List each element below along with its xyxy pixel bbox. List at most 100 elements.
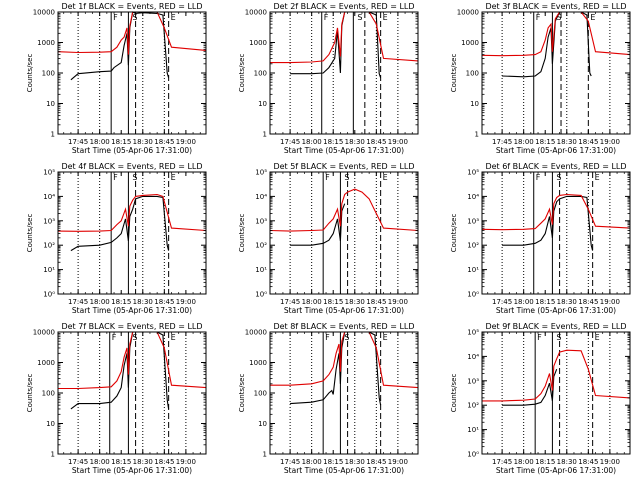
y-tick-label: 10³ — [43, 217, 55, 225]
panel-det-1f: Det 1f BLACK = Events, RED = LLD F S E 1 10 10… — [26, 2, 207, 155]
marker-f: F — [536, 173, 541, 182]
marker-f: F — [536, 13, 541, 22]
marker-s: S — [132, 13, 137, 22]
x-tick-label: 18:30 — [557, 458, 577, 466]
x-tick-label: 19:00 — [600, 298, 620, 306]
y-tick-label: 10000 — [457, 9, 479, 17]
marker-s: S — [556, 173, 561, 182]
y-axis-label: Counts/sec — [238, 54, 246, 93]
y-axis-label: Counts/sec — [26, 54, 34, 93]
x-tick-label: 18:30 — [557, 138, 577, 146]
marker-e: E — [595, 333, 600, 342]
y-tick-label: 1 — [263, 131, 267, 139]
panel-title: Det 9f BLACK = Events, RED = LLD — [485, 322, 626, 331]
y-tick-label: 10000 — [33, 329, 55, 337]
marker-s: S — [344, 173, 349, 182]
marker-s: S — [357, 13, 362, 22]
x-tick-label: 18:00 — [514, 138, 534, 146]
x-axis-label: Start Time (05-Apr-06 17:31:00) — [496, 146, 616, 155]
y-tick-label: 10¹ — [467, 426, 479, 434]
marker-f: F — [113, 173, 118, 182]
x-tick-label: 18:00 — [90, 138, 110, 146]
x-tick-label: 19:00 — [388, 298, 408, 306]
x-tick-label: 18:45 — [154, 138, 174, 146]
y-tick-label: 10¹ — [43, 266, 55, 274]
y-tick-label: 10¹ — [467, 266, 479, 274]
x-tick-label: 18:00 — [302, 298, 322, 306]
events-line — [70, 11, 170, 81]
events-line — [502, 368, 558, 406]
x-tick-label: 18:15 — [111, 138, 131, 146]
x-tick-label: 17:45 — [68, 458, 88, 466]
lld-line — [270, 331, 419, 389]
lld-line — [57, 11, 207, 55]
lld-line — [481, 193, 631, 231]
plot-frame — [481, 331, 631, 455]
x-tick-label: 17:45 — [492, 458, 512, 466]
panel-det-3f: Det 3f BLACK = Events, RED = LLD F S E 1 10 10… — [450, 2, 631, 155]
marker-e: E — [383, 173, 388, 182]
marker-s: S — [344, 333, 349, 342]
y-tick-label: 1000 — [249, 39, 267, 47]
x-axis-label: Start Time (05-Apr-06 17:31:00) — [72, 146, 192, 155]
events-line — [290, 331, 382, 406]
marker-e: E — [171, 13, 176, 22]
marker-s: S — [556, 333, 561, 342]
y-tick-label: 10000 — [33, 9, 55, 17]
y-tick-label: 10¹ — [255, 266, 267, 274]
lld-line — [269, 188, 419, 232]
y-tick-label: 10 — [46, 420, 55, 428]
panel-det-2f: Det 2f BLACK = Events, RED = LLD F S E 1 10 10… — [238, 2, 419, 155]
y-tick-label: 10 — [258, 100, 267, 108]
y-axis-label: Counts/sec — [238, 374, 246, 413]
marker-f: F — [324, 13, 329, 22]
x-tick-label: 18:00 — [302, 138, 322, 146]
events-line — [290, 203, 346, 246]
y-axis-label: Counts/sec — [450, 54, 458, 93]
x-tick-label: 18:30 — [133, 458, 153, 466]
x-tick-label: 19:00 — [600, 138, 620, 146]
y-tick-label: 100 — [42, 390, 55, 398]
marker-f: F — [537, 333, 542, 342]
x-axis-label: Start Time (05-Apr-06 17:31:00) — [496, 306, 616, 315]
x-axis-label: Start Time (05-Apr-06 17:31:00) — [72, 466, 192, 475]
y-axis-label: Counts/sec — [26, 214, 34, 253]
y-tick-label: 10³ — [467, 377, 479, 385]
x-tick-label: 17:45 — [280, 298, 300, 306]
y-tick-label: 10⁰ — [43, 291, 55, 299]
panel-det-4f: Det 4f BLACK = Events, RED = LLD F S E 10⁰ 10… — [26, 162, 207, 315]
x-tick-label: 18:15 — [111, 298, 131, 306]
lld-line — [58, 331, 207, 390]
panel-title: Det 3f BLACK = Events, RED = LLD — [485, 2, 626, 11]
marker-s: S — [132, 333, 137, 342]
y-tick-label: 10 — [470, 100, 479, 108]
x-tick-label: 18:00 — [90, 458, 110, 466]
y-tick-label: 1 — [51, 131, 55, 139]
y-tick-label: 10 — [46, 100, 55, 108]
panel-det-6f: Det 6f BLACK = Events, RED = LLD F S E 10⁰ 10… — [450, 162, 631, 315]
y-tick-label: 10⁴ — [467, 193, 479, 201]
x-tick-label: 18:30 — [345, 458, 365, 466]
y-tick-label: 1000 — [249, 359, 267, 367]
x-tick-label: 18:45 — [366, 298, 386, 306]
x-tick-label: 17:45 — [280, 138, 300, 146]
y-tick-label: 10³ — [255, 217, 267, 225]
x-tick-label: 18:00 — [514, 458, 534, 466]
x-tick-label: 18:00 — [90, 298, 110, 306]
y-tick-label: 10⁵ — [43, 169, 55, 177]
panel-title: Det 5f BLACK = Events, RED = LLD — [273, 162, 414, 171]
x-tick-label: 18:15 — [535, 138, 555, 146]
y-tick-label: 100 — [254, 70, 267, 78]
y-axis-label: Counts/sec — [26, 374, 34, 413]
plot-frame — [269, 171, 419, 295]
y-tick-label: 10² — [467, 402, 479, 410]
y-tick-label: 1000 — [37, 39, 55, 47]
x-tick-label: 19:00 — [388, 458, 408, 466]
y-tick-label: 10⁰ — [255, 291, 267, 299]
panel-det-7f: Det 7f BLACK = Events, RED = LLD F S E 1 10 10… — [26, 322, 207, 475]
y-tick-label: 10³ — [467, 217, 479, 225]
x-tick-label: 18:45 — [578, 138, 598, 146]
lld-line — [481, 11, 631, 57]
x-tick-label: 19:00 — [600, 458, 620, 466]
